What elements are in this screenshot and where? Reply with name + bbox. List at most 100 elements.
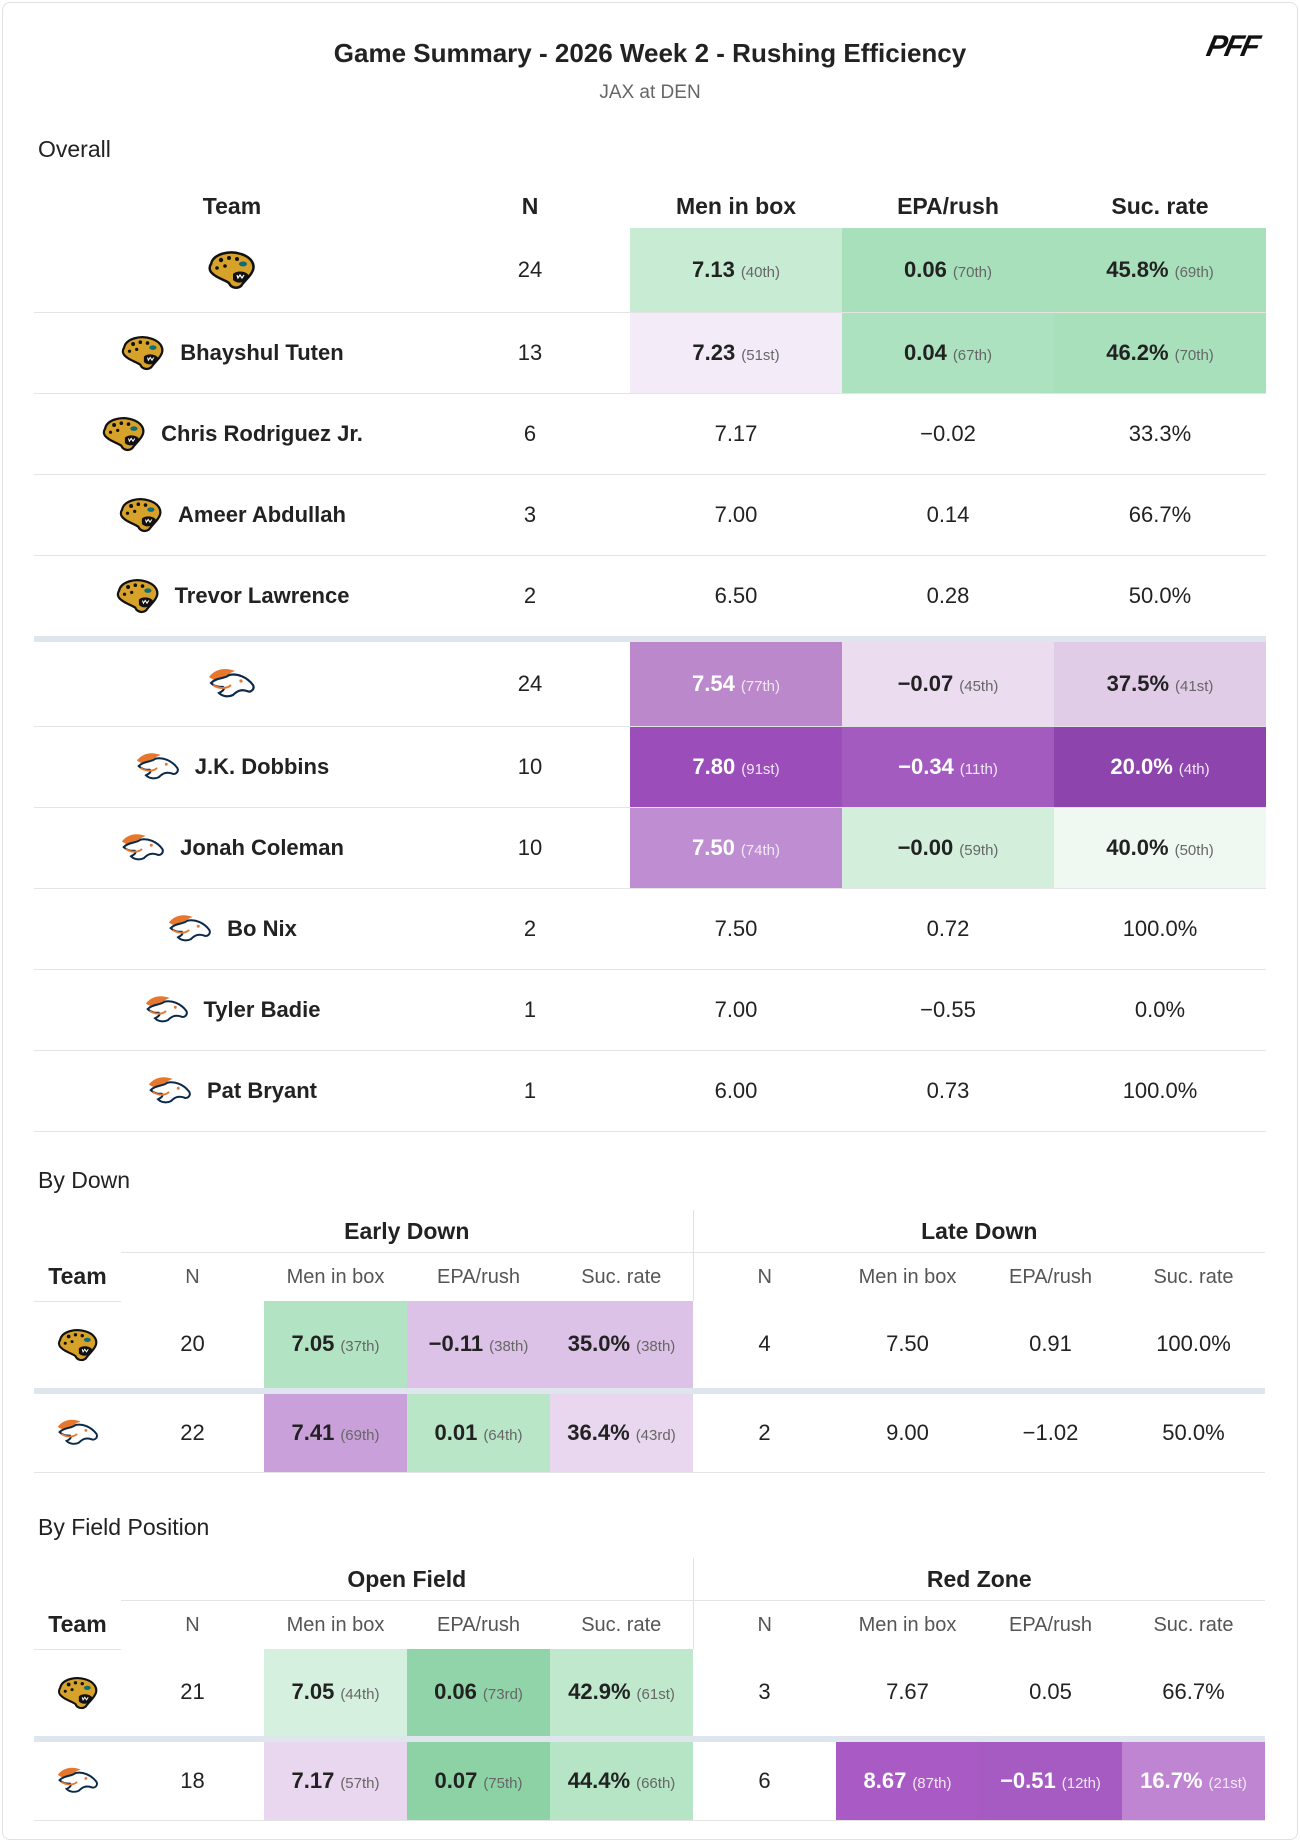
- team-info: Trevor Lawrence: [34, 578, 430, 614]
- cell-rank: (73rd): [482, 1686, 523, 1704]
- split-title: Early Down: [121, 1210, 693, 1253]
- data-cell: 6.50: [630, 555, 842, 640]
- table-row: Jonah Coleman 10 7.50 (74th) −0.00 (59th) 40.0…: [34, 807, 1266, 889]
- cell-value: 7.23: [692, 340, 736, 365]
- cell-value: 100.0%: [1122, 916, 1198, 941]
- data-cell: 7.23 (51st): [630, 312, 842, 394]
- table-row: Trevor Lawrence 2 6.50 0.28 50.0%: [34, 555, 1266, 640]
- data-cell: 37.5% (41st): [1054, 636, 1266, 727]
- cell-value: 7.00: [714, 997, 758, 1022]
- data-cell: 3: [693, 1649, 836, 1739]
- group-header-row: Early Down Late Down: [34, 1210, 1265, 1253]
- cell-value: 0.06: [434, 1679, 477, 1705]
- column-header: N: [185, 1265, 200, 1288]
- column-header: EPA/rush: [897, 192, 999, 219]
- data-cell: 24: [430, 636, 630, 727]
- data-cell: 100.0%: [1054, 1050, 1266, 1132]
- cell-value: 46.2%: [1106, 340, 1169, 365]
- table-row: Bhayshul Tuten 13 7.23 (51st) 0.04 (67th) 46.2…: [34, 312, 1266, 394]
- cell-value: 7.17: [291, 1767, 335, 1793]
- cell-value: 0.73: [926, 1078, 970, 1103]
- cell-value: 40.0%: [1106, 835, 1169, 860]
- team-cell: Jonah Coleman: [34, 807, 430, 889]
- cell-value: 66.7%: [1162, 1679, 1225, 1705]
- data-cell: −0.00 (59th): [842, 807, 1054, 889]
- cell-rank: (64th): [483, 1426, 523, 1444]
- cell-value: 0.91: [1029, 1331, 1072, 1357]
- player-name: Jonah Coleman: [180, 835, 344, 860]
- team-header: Team: [34, 1600, 121, 1650]
- cell-value: −0.07: [897, 671, 954, 696]
- data-cell: 18: [121, 1735, 264, 1821]
- team-cell: J.K. Dobbins: [34, 726, 430, 808]
- data-cell: 2: [430, 888, 630, 970]
- section-title: By Down: [38, 1167, 131, 1193]
- team-info: [34, 1416, 121, 1450]
- player-name: Tyler Badie: [203, 997, 321, 1022]
- data-cell: 20.0% (4th): [1054, 726, 1266, 808]
- data-cell: 100.0%: [1054, 888, 1266, 970]
- column-header: Suc. rate: [1111, 192, 1209, 219]
- player-name: J.K. Dobbins: [194, 754, 330, 779]
- column-header: Men in box: [858, 1613, 957, 1636]
- cell-value: 7.41: [291, 1419, 335, 1445]
- team-info: [34, 1676, 121, 1710]
- page-subtitle: JAX at DEN: [599, 82, 701, 103]
- column-header: Team: [202, 192, 262, 219]
- team-cell: Pat Bryant: [34, 1050, 430, 1132]
- player-name: Chris Rodriguez Jr.: [161, 421, 363, 446]
- data-cell: 0.0%: [1054, 969, 1266, 1051]
- data-cell: 2: [693, 1387, 836, 1473]
- cell-value: 0.06: [903, 257, 947, 282]
- split-title: Red Zone: [692, 1558, 1265, 1601]
- team-info: Tyler Badie: [34, 992, 430, 1028]
- team-info: J.K. Dobbins: [34, 749, 430, 785]
- cell-rank: (70th): [952, 264, 992, 281]
- cell-value: 33.3%: [1128, 421, 1192, 446]
- table-row: 20 7.05 (37th) −0.11 (38th) 35.0% (38th) 4 7.50 0…: [34, 1301, 1265, 1391]
- column-header: Men in box: [858, 1265, 957, 1288]
- data-cell: 10: [430, 726, 630, 808]
- table-row: Tyler Badie 1 7.00 −0.55 0.0%: [34, 969, 1266, 1051]
- data-cell: 1: [430, 969, 630, 1051]
- cell-value: 24: [517, 671, 543, 696]
- cell-value: 7.13: [691, 257, 735, 282]
- team-info: Pat Bryant: [34, 1073, 430, 1109]
- brand-logo: PFF: [1203, 30, 1262, 63]
- cell-value: 7.54: [691, 671, 735, 696]
- data-cell: 2: [430, 555, 630, 640]
- team-logo: [56, 1328, 100, 1362]
- team-info: Bhayshul Tuten: [34, 335, 430, 371]
- data-cell: 22: [121, 1387, 264, 1473]
- cell-value: 0.28: [926, 583, 970, 608]
- cell-rank: (75th): [483, 1774, 523, 1792]
- cell-rank: (66th): [636, 1774, 676, 1792]
- team-info: [34, 250, 430, 290]
- team-logo: [167, 911, 213, 947]
- column-header: EPA/rush: [1009, 1265, 1092, 1288]
- data-cell: 42.9% (61st): [550, 1649, 693, 1739]
- data-cell: −1.02: [979, 1387, 1122, 1473]
- team-cell: Bhayshul Tuten: [34, 312, 430, 394]
- cell-value: 2: [523, 916, 537, 941]
- cell-value: 6: [523, 421, 537, 446]
- column-header-row: Team N Men in box EPA/rush Suc. rate N Men in …: [34, 1600, 1265, 1650]
- data-cell: 100.0%: [1122, 1301, 1265, 1391]
- cell-rank: (74th): [740, 842, 780, 859]
- cell-value: 9.00: [886, 1419, 929, 1445]
- team-info: Chris Rodriguez Jr.: [34, 416, 430, 452]
- column-header: EPA/rush: [437, 1265, 520, 1288]
- split-title: Late Down: [692, 1210, 1265, 1253]
- cell-value: 0.72: [926, 916, 970, 941]
- data-cell: 8.67 (87th): [836, 1735, 979, 1821]
- player-name: Ameer Abdullah: [178, 502, 346, 527]
- data-cell: 7.00: [630, 969, 842, 1051]
- team-logo: [56, 1416, 100, 1450]
- cell-rank: (4th): [1178, 761, 1210, 778]
- cell-value: −0.11: [428, 1331, 484, 1357]
- data-cell: 7.54 (77th): [630, 636, 842, 727]
- cell-value: 42.9%: [568, 1679, 631, 1705]
- column-header: EPA/rush: [437, 1613, 520, 1636]
- team-info: [34, 1764, 121, 1798]
